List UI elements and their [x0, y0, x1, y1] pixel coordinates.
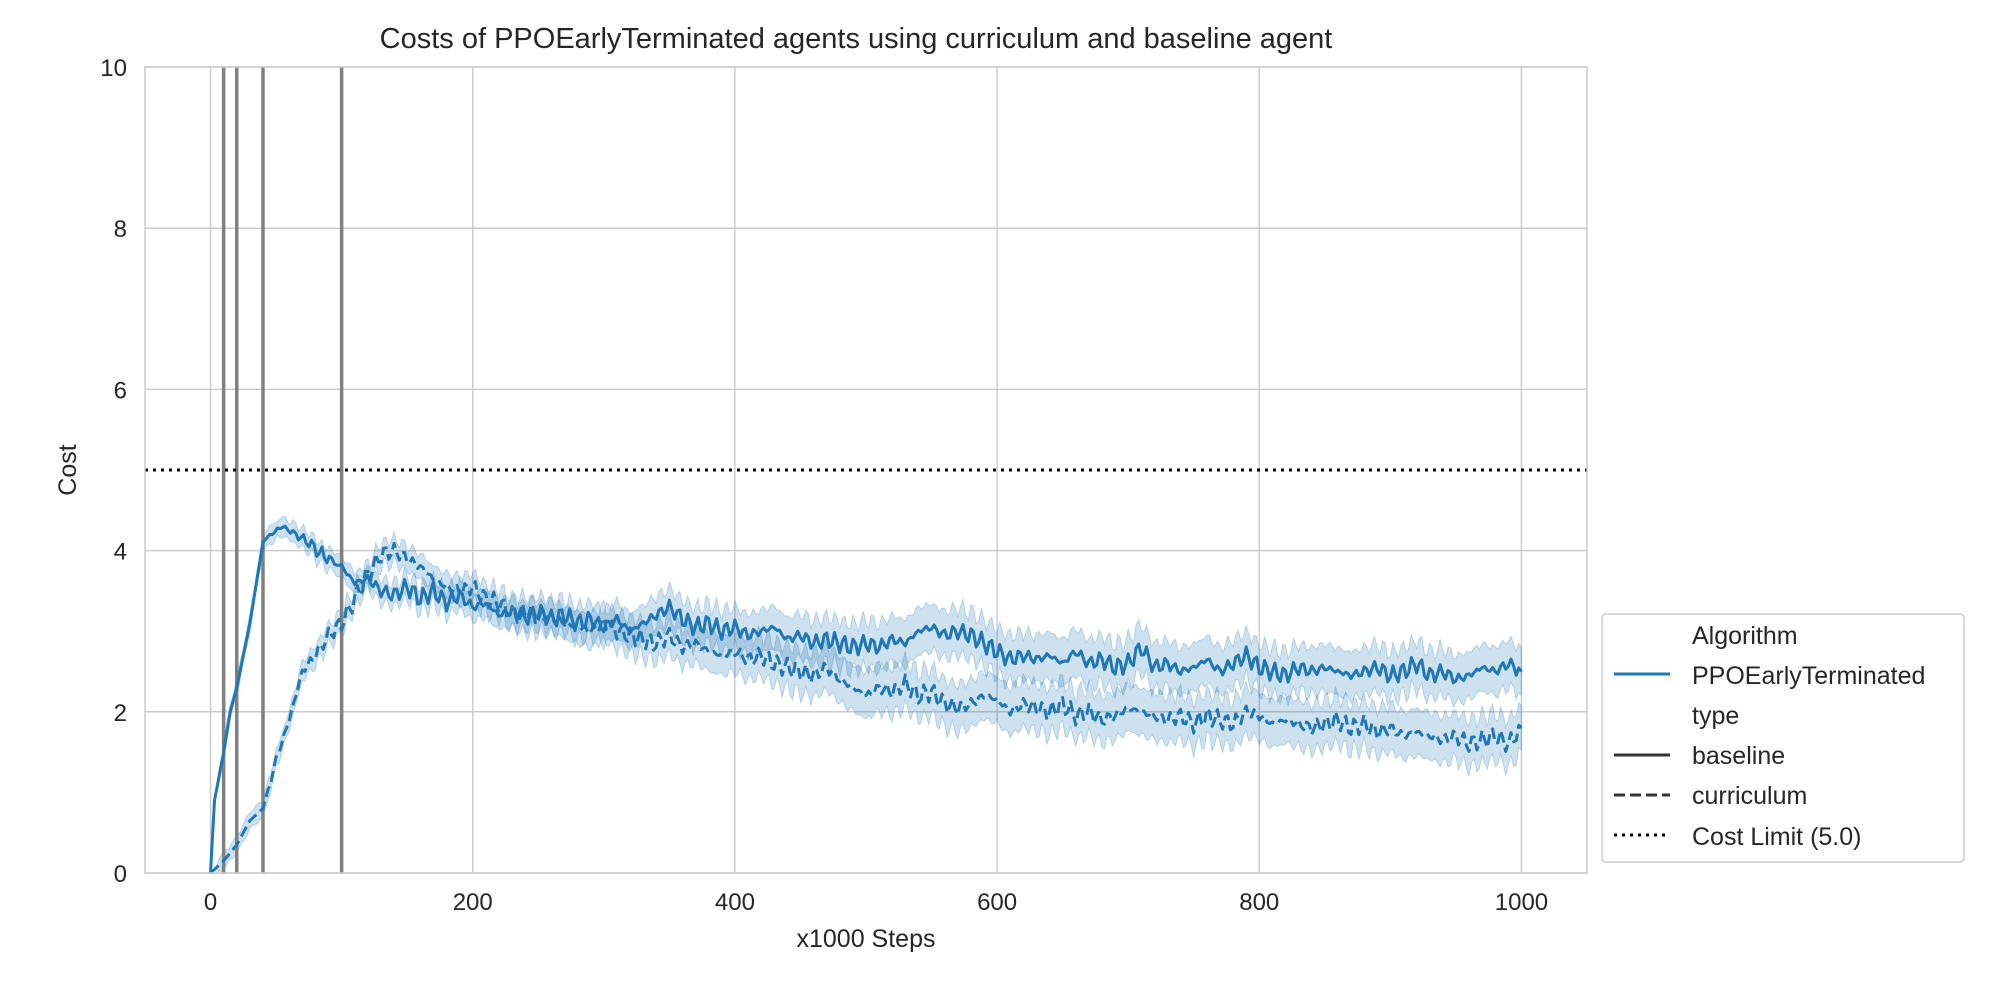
legend-label-baseline: baseline	[1692, 742, 1785, 770]
y-tick-labels: 0 2 4 6 8 10	[100, 55, 127, 888]
x-tick-labels: 0 200 400 600 800 1000	[204, 889, 1548, 916]
x-tick-label: 1000	[1495, 889, 1548, 916]
x-tick-label: 600	[977, 889, 1017, 916]
legend-header-algorithm: Algorithm	[1692, 622, 1798, 650]
x-tick-label: 800	[1239, 889, 1279, 916]
y-tick-label: 6	[114, 377, 127, 404]
x-axis-label: x1000 Steps	[797, 925, 936, 953]
y-tick-label: 0	[114, 861, 127, 888]
series-lines	[209, 524, 1523, 875]
y-tick-label: 8	[114, 216, 127, 243]
legend-label-limit: Cost Limit (5.0)	[1692, 823, 1861, 851]
line-curriculum	[209, 541, 1523, 875]
y-tick-label: 10	[100, 55, 127, 82]
curriculum-switch-lines	[221, 67, 344, 873]
legend-header-type: type	[1692, 702, 1739, 730]
line-baseline	[209, 524, 1523, 874]
legend: Algorithm PPOEarlyTerminated type baseli…	[1601, 613, 1965, 863]
x-tick-label: 400	[715, 889, 755, 916]
plot-frame	[144, 66, 1588, 874]
y-tick-label: 2	[114, 700, 127, 727]
x-tick-label: 0	[204, 889, 217, 916]
chart-title: Costs of PPOEarlyTerminated agents using…	[380, 23, 1333, 55]
y-tick-label: 4	[114, 539, 127, 566]
legend-box	[1601, 613, 1965, 863]
legend-label-algorithm: PPOEarlyTerminated	[1692, 662, 1925, 690]
legend-label-curriculum: curriculum	[1692, 782, 1807, 810]
y-axis-label: Cost	[54, 444, 82, 495]
x-tick-label: 200	[453, 889, 493, 916]
